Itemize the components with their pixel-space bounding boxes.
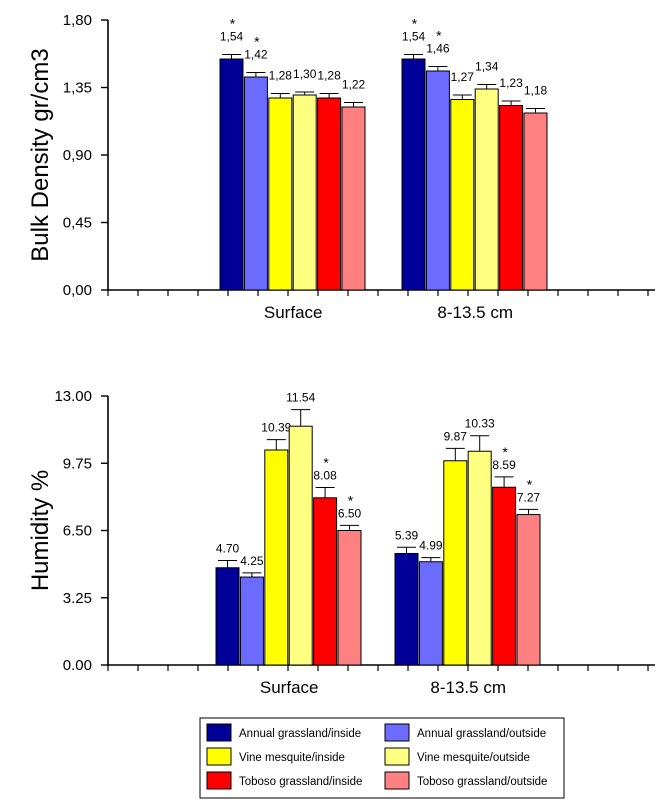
- y-tick-label: 1,80: [63, 12, 92, 29]
- legend: Annual grassland/inside Annual grassland/…: [199, 717, 565, 799]
- y-tick-label: 1,35: [63, 80, 92, 97]
- legend-label: Annual grassland/outside: [417, 728, 546, 740]
- bulk-density-chart: 0,00 0,45 0,90 1,35 1,80 Bulk Density gr/cm3 1…: [27, 12, 655, 322]
- data-label: 1,34: [475, 60, 499, 74]
- data-label: 1,27: [451, 70, 475, 84]
- significance-marker: *: [254, 34, 260, 50]
- legend-swatch: [206, 723, 232, 742]
- significance-marker: *: [323, 454, 329, 470]
- data-label: 11.54: [286, 391, 315, 405]
- data-label: 1,42: [244, 48, 268, 62]
- bar: [337, 530, 362, 666]
- data-label: 9.87: [444, 429, 468, 443]
- bar: [215, 567, 240, 666]
- bar: [264, 449, 289, 666]
- category-label: 8-13.5 cm: [430, 678, 506, 697]
- data-label: 4.99: [419, 539, 443, 553]
- legend-label: Toboso grassland/inside: [239, 776, 362, 788]
- data-label: 1,23: [499, 76, 523, 90]
- data-label: 10.33: [465, 417, 495, 431]
- data-label: 4.25: [240, 554, 264, 568]
- bar: [341, 106, 366, 291]
- legend-swatch: [206, 771, 232, 790]
- bar: [394, 552, 419, 666]
- bar: [401, 58, 426, 291]
- data-label: 1,28: [317, 69, 341, 83]
- data-label: 1,46: [426, 42, 450, 56]
- data-label: 1,28: [269, 69, 293, 83]
- y-tick-label: 0,90: [63, 147, 92, 164]
- y-tick-label: 0.00: [63, 657, 92, 674]
- category-label: Surface: [260, 678, 319, 697]
- bar: [219, 58, 244, 291]
- bar: [450, 99, 475, 291]
- bar: [313, 497, 338, 666]
- legend-label: Vine mesquite/outside: [417, 752, 530, 764]
- bar: [239, 576, 264, 666]
- y-axis-label: Bulk Density gr/cm3: [27, 48, 54, 261]
- legend-label: Toboso grassland/outside: [417, 776, 547, 788]
- legend-label: Vine mesquite/inside: [239, 752, 345, 764]
- bar: [292, 94, 317, 291]
- data-label: 1,54: [220, 30, 244, 44]
- legend-swatch: [384, 747, 410, 766]
- bar: [268, 97, 293, 291]
- data-label: 8.08: [313, 468, 337, 482]
- bar: [492, 486, 517, 666]
- data-label: 8.59: [492, 458, 516, 472]
- legend-swatch: [384, 771, 410, 790]
- bar: [523, 112, 548, 291]
- bar: [516, 514, 541, 666]
- bar: [474, 88, 499, 291]
- y-tick-label: 6.50: [63, 523, 92, 540]
- bar: [425, 70, 450, 291]
- significance-marker: *: [348, 492, 354, 508]
- data-label: 1,22: [342, 78, 366, 92]
- y-tick-label: 9.75: [63, 455, 92, 472]
- legend-frame: [199, 717, 565, 799]
- y-tick-label: 0,45: [63, 215, 92, 232]
- significance-marker: *: [436, 28, 442, 44]
- humidity-chart: 0.00 3.25 6.50 9.75 13.00 Humidity % 4.704.25 1…: [27, 388, 655, 697]
- y-tick-label: 3.25: [63, 590, 92, 607]
- significance-marker: *: [527, 476, 533, 492]
- data-label: 1,18: [524, 84, 548, 98]
- category-label: 8-13.5 cm: [437, 303, 513, 322]
- significance-marker: *: [412, 16, 418, 32]
- y-axis-label: Humidity %: [27, 470, 54, 591]
- category-label: Surface: [264, 303, 323, 322]
- y-tick-label: 0,00: [63, 282, 92, 299]
- data-label: 1,30: [293, 67, 317, 81]
- data-label: 5.39: [395, 528, 419, 542]
- significance-marker: *: [230, 16, 236, 32]
- legend-swatch: [206, 747, 232, 766]
- y-tick-label: 13.00: [54, 388, 92, 405]
- legend-label: Annual grassland/inside: [239, 728, 361, 740]
- bar: [317, 97, 342, 291]
- data-label: 1,54: [402, 30, 426, 44]
- significance-marker: *: [502, 444, 508, 460]
- bar: [288, 425, 313, 666]
- bar: [418, 561, 443, 666]
- data-label: 6.50: [338, 506, 362, 520]
- data-label: 10.39: [261, 421, 291, 435]
- bar: [443, 460, 468, 666]
- bar: [499, 105, 524, 291]
- bar: [243, 76, 268, 291]
- bar: [467, 450, 492, 666]
- data-label: 7.27: [517, 490, 541, 504]
- legend-swatch: [384, 723, 410, 742]
- data-label: 4.70: [216, 542, 240, 556]
